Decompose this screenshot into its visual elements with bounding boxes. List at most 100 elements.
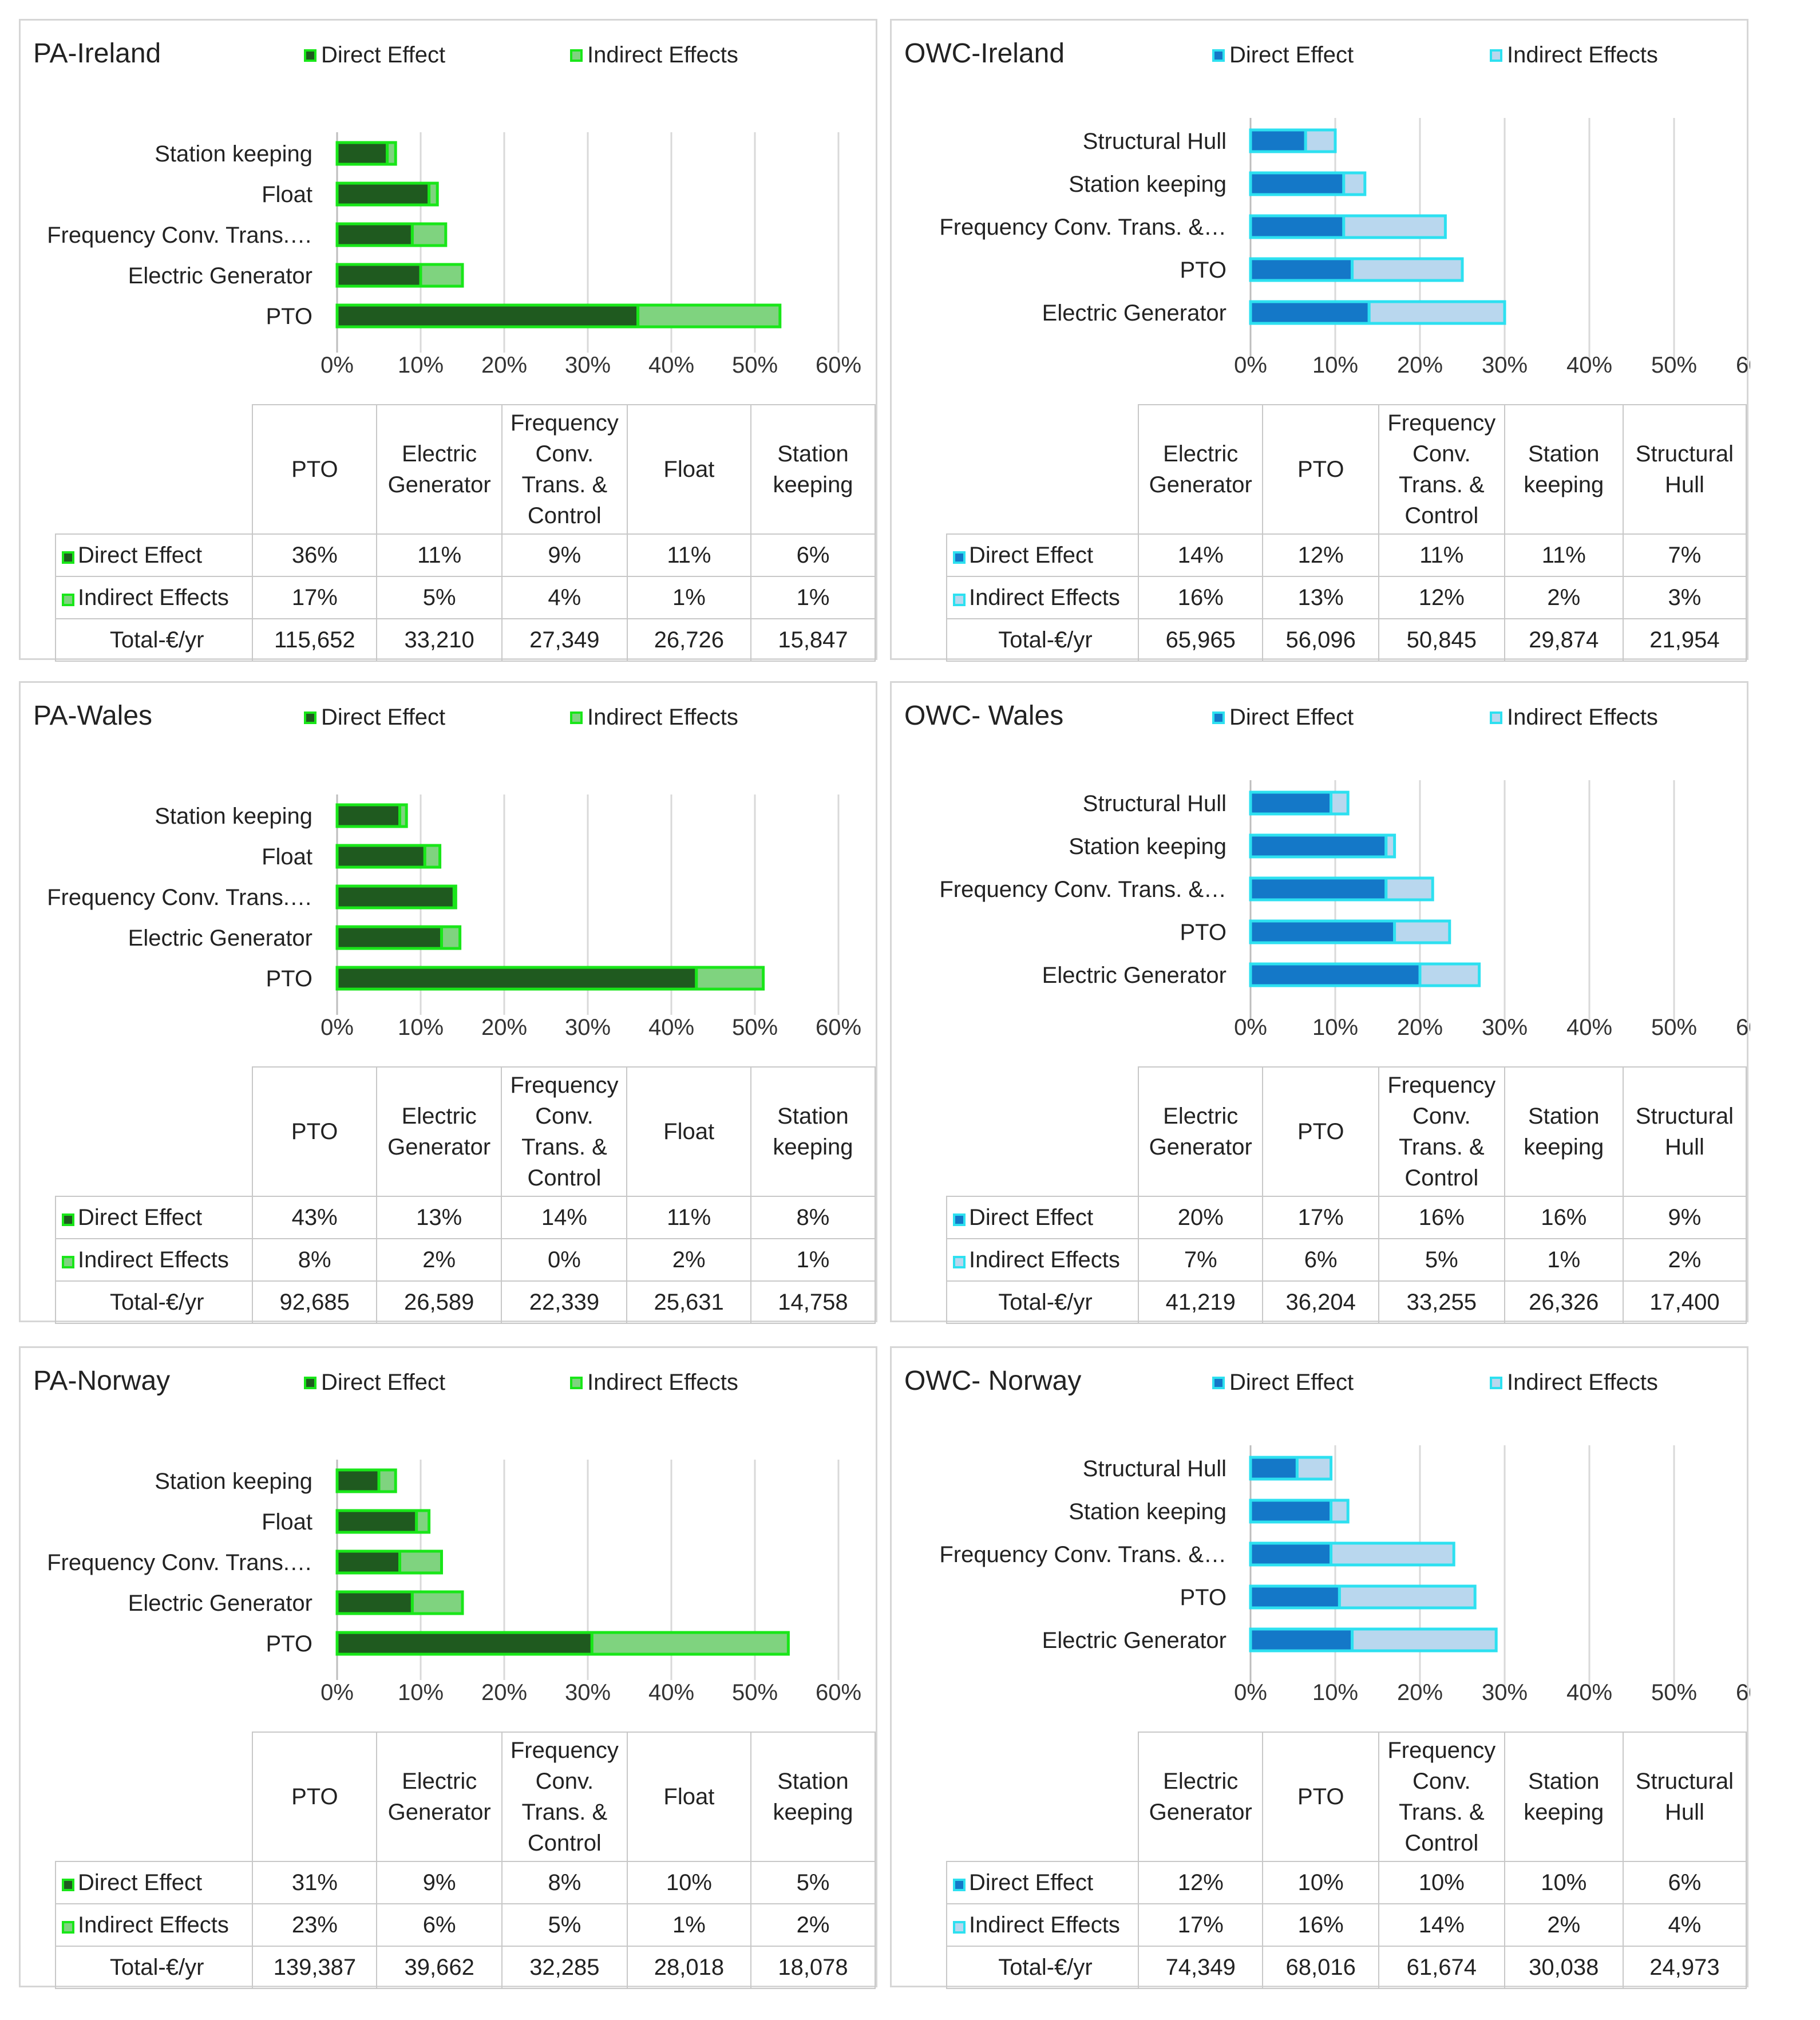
table-column-header: Electric Generator xyxy=(1137,404,1264,535)
table-cell: 26,326 xyxy=(1504,1280,1624,1324)
table-cell: 15,847 xyxy=(750,618,876,662)
x-tick-label: 60% xyxy=(816,1680,861,1705)
legend-swatch-indirect xyxy=(1490,711,1502,724)
bar-direct-electric-generator xyxy=(1249,300,1371,325)
legend-swatch-indirect xyxy=(570,1376,583,1389)
row-label-text: Direct Effect xyxy=(969,1869,1094,1895)
table-column-header: Frequency Conv. Trans. & Control xyxy=(1378,1066,1505,1197)
category-label: Float xyxy=(262,844,312,869)
table-row: Indirect Effects 17% 16% 14% 2% 4% xyxy=(946,1903,1747,1947)
table-cell: 65,965 xyxy=(1137,618,1264,662)
table-row: Total-€/yr 41,219 36,204 33,255 26,326 17,400 xyxy=(946,1280,1747,1324)
table-column-header: Electric Generator xyxy=(1137,1066,1264,1197)
x-tick-label: 40% xyxy=(1566,353,1612,378)
table-cell: 4% xyxy=(501,576,628,619)
bar-indirect-station-keeping xyxy=(398,803,408,828)
bar-indirect-structural-hull xyxy=(1330,790,1350,816)
category-label: Frequency Conv. Trans. &… xyxy=(939,1542,1226,1567)
table-cell: 5% xyxy=(376,576,503,619)
category-label: Station keeping xyxy=(155,141,312,167)
bar-chart: 0% 10% 20% 30% 40% 50% 60% Station keeping Float… xyxy=(47,794,861,1040)
bar-indirect-pto xyxy=(695,966,765,991)
table-cell: 74,349 xyxy=(1137,1946,1264,1989)
panel-pa-wales: PA-Wales Direct Effect Indirect Effects 0% 1… xyxy=(19,681,877,1324)
bar-chart: 0% 10% 20% 30% 40% 50% 60% Structural Hull Stati… xyxy=(939,118,1750,378)
table-row: Indirect Effects 23% 6% 5% 1% 2% xyxy=(54,1903,876,1947)
legend-direct: Direct Effect xyxy=(304,1370,445,1396)
legend-key-indirect xyxy=(62,1255,74,1268)
table-cell: 6% xyxy=(1262,1238,1379,1282)
table-cell: 17% xyxy=(252,576,378,619)
table-cell: 25,631 xyxy=(626,1280,751,1324)
bar-chart: 0% 10% 20% 30% 40% 50% 60% Station keeping Float… xyxy=(47,1460,861,1705)
table-cell: 17% xyxy=(1262,1196,1379,1239)
legend-key-direct xyxy=(62,1213,74,1226)
data-table: Electric Generator PTO Frequency Conv. Tra… xyxy=(946,1732,1747,1989)
table-header-row: Electric Generator PTO Frequency Conv. Tra… xyxy=(947,1066,1747,1197)
table-cell: 27,349 xyxy=(501,618,628,662)
x-tick-label: 20% xyxy=(1397,1015,1443,1040)
table-cell: 56,096 xyxy=(1262,618,1379,662)
bar-direct-station-keeping xyxy=(1249,1499,1333,1524)
x-tick-label: 60% xyxy=(1736,353,1750,378)
x-tick-label: 60% xyxy=(816,353,861,378)
category-label: Station keeping xyxy=(1069,172,1226,197)
data-table: PTO Electric Generator Frequency Conv. Tra… xyxy=(54,1732,876,1989)
legend-indirect: Indirect Effects xyxy=(570,1370,738,1396)
table-row: Total-€/yr 115,652 33,210 27,349 26,726 15,84… xyxy=(54,618,876,662)
table-cell: 68,016 xyxy=(1262,1946,1379,1989)
legend-swatch-direct xyxy=(1212,49,1225,62)
category-label: Float xyxy=(262,1509,312,1535)
table-cell: 39,662 xyxy=(376,1946,503,1989)
table-row: Direct Effect 14% 12% 11% 11% 7% xyxy=(946,533,1747,577)
legend-direct: Direct Effect xyxy=(304,42,445,68)
legend-label-direct: Direct Effect xyxy=(1229,1370,1354,1395)
category-label: Structural Hull xyxy=(1083,791,1226,816)
legend-direct: Direct Effect xyxy=(304,705,445,730)
legend-swatch-direct xyxy=(1212,1376,1225,1389)
legend-swatch-indirect xyxy=(1490,49,1502,62)
bar-indirect-float xyxy=(423,844,442,869)
row-label-text: Indirect Effects xyxy=(969,1912,1120,1938)
table-row: Indirect Effects 7% 6% 5% 1% 2% xyxy=(946,1238,1747,1282)
table-column-header: Frequency Conv. Trans. & Control xyxy=(501,404,628,535)
bar-direct-structural-hull xyxy=(1249,128,1307,153)
table-cell: 3% xyxy=(1622,576,1747,619)
x-tick-label: 20% xyxy=(481,1015,527,1040)
table-cell: 29,874 xyxy=(1504,618,1624,662)
table-row-label-total: Total-€/yr xyxy=(54,1280,254,1324)
category-label: Station keeping xyxy=(155,804,312,829)
table-cell: 9% xyxy=(376,1861,503,1904)
panel-title: OWC- Norway xyxy=(904,1366,1082,1396)
table-cell: 31% xyxy=(252,1861,378,1904)
table-cell: 8% xyxy=(501,1861,628,1904)
table-cell: 2% xyxy=(1504,1903,1624,1947)
x-tick-label: 10% xyxy=(1312,1015,1358,1040)
category-label: Frequency Conv. Trans.… xyxy=(47,1550,312,1575)
table-column-header: Float xyxy=(626,1066,751,1197)
table-row: Direct Effect 31% 9% 8% 10% 5% xyxy=(54,1861,876,1904)
bar-direct-pto xyxy=(1249,1584,1341,1610)
table-cell: 7% xyxy=(1622,533,1747,577)
bar-indirect-float xyxy=(428,181,439,207)
bar-direct-pto xyxy=(335,966,698,991)
table-column-header: Structural Hull xyxy=(1622,1066,1747,1197)
category-label: PTO xyxy=(1180,1585,1226,1610)
table-row-label-total: Total-€/yr xyxy=(54,1946,254,1989)
table-column-header: Electric Generator xyxy=(1137,1732,1264,1862)
table-cell: 50,845 xyxy=(1378,618,1505,662)
table-cell: 14% xyxy=(501,1196,628,1239)
bar-direct-station-keeping xyxy=(1249,833,1388,859)
table-row: Direct Effect 43% 13% 14% 11% 8% xyxy=(54,1196,876,1239)
table-row: Total-€/yr 139,387 39,662 32,285 28,018 18,07… xyxy=(54,1946,876,1989)
data-table: PTO Electric Generator Frequency Conv. Tra… xyxy=(54,404,876,662)
table-cell: 33,210 xyxy=(376,618,503,662)
table-cell: 13% xyxy=(375,1196,503,1239)
bar-chart: 0% 10% 20% 30% 40% 50% 60% Station keeping Float… xyxy=(47,132,861,378)
row-label-text: Total-€/yr xyxy=(998,627,1093,653)
table-cell: 14,758 xyxy=(750,1280,876,1324)
bar-direct-electric-generator xyxy=(335,263,422,288)
x-tick-label: 60% xyxy=(1736,1680,1750,1705)
table-cell: 20% xyxy=(1137,1196,1264,1239)
x-tick-label: 30% xyxy=(565,1015,611,1040)
